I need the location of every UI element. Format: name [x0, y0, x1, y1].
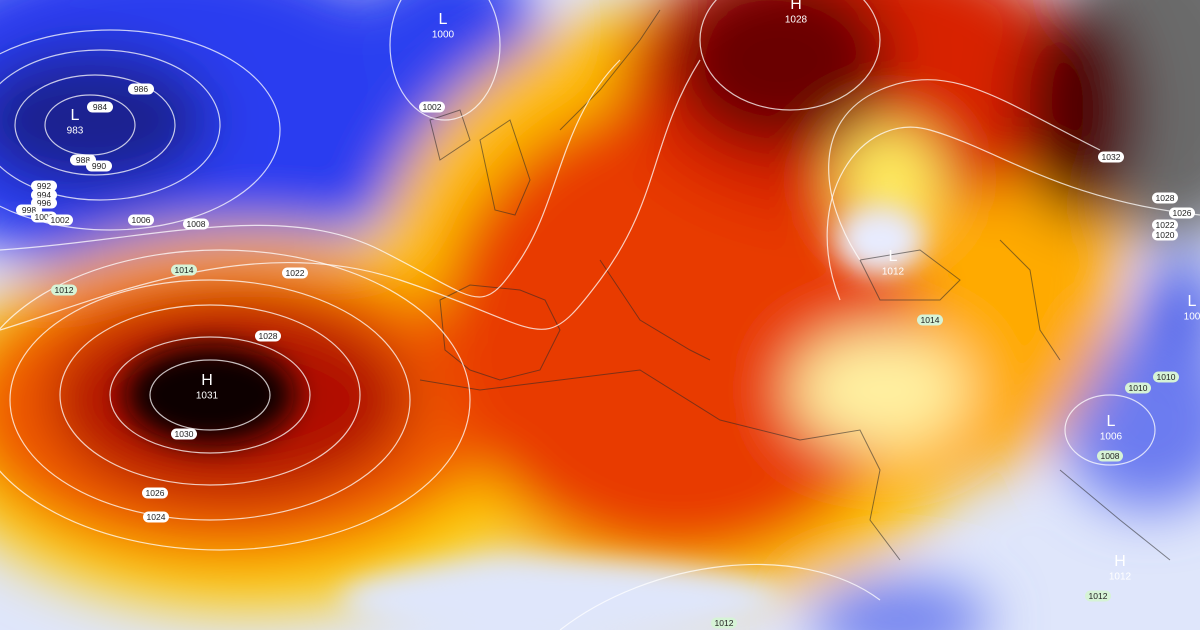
label-pill [128, 83, 154, 95]
isobar-label: 986 [134, 84, 148, 94]
pressure-symbol: H [201, 372, 213, 389]
label-pill [51, 284, 77, 296]
isobar-label: 1020 [1156, 230, 1175, 240]
pressure-symbol: H [790, 0, 802, 13]
isobar-label: 1012 [55, 285, 74, 295]
isobar-label: 1032 [1102, 152, 1121, 162]
pressure-value: 1006 [1100, 432, 1123, 443]
isobar-label: 1000 [35, 212, 54, 222]
pressure-symbol: L [1107, 413, 1116, 430]
isobar-label: 1002 [423, 102, 442, 112]
label-pill [128, 214, 154, 226]
isobar-label: 1002 [51, 215, 70, 225]
label-pill [711, 617, 737, 629]
label-pill [142, 487, 168, 499]
label-pill [1153, 371, 1179, 383]
isobar-label: 996 [37, 198, 51, 208]
label-pill [1152, 192, 1178, 204]
pressure-value: 1012 [882, 267, 905, 278]
isobar-label: 984 [93, 102, 107, 112]
isobar-label: 992 [37, 181, 51, 191]
isobar-label: 1008 [1101, 451, 1120, 461]
label-pill [87, 101, 113, 113]
isobar-label: 1026 [146, 488, 165, 498]
isobar-label: 1014 [921, 315, 940, 325]
pressure-value: 1000 [432, 30, 455, 41]
label-pill [1098, 151, 1124, 163]
pressure-symbol: L [889, 248, 898, 265]
pressure-symbol: H [1114, 553, 1126, 570]
isobar-label: 1028 [1156, 193, 1175, 203]
isobar-label: 1014 [175, 265, 194, 275]
isobar-label: 1030 [175, 429, 194, 439]
label-pill [171, 428, 197, 440]
pressure-symbol: L [71, 107, 80, 124]
label-pill [47, 214, 73, 226]
isobar-label: 1012 [715, 618, 734, 628]
label-pill [1152, 219, 1178, 231]
label-pill [86, 160, 112, 172]
label-pill [31, 180, 57, 192]
pressure-symbol: L [1188, 293, 1197, 310]
label-pill [1097, 450, 1123, 462]
label-pill [171, 264, 197, 276]
label-pill [183, 218, 209, 230]
isobar-label: 1024 [147, 512, 166, 522]
label-pill [255, 330, 281, 342]
pressure-symbol: L [439, 11, 448, 28]
isobar-label: 1008 [187, 219, 206, 229]
isobar-label: 1010 [1157, 372, 1176, 382]
isobar-label: 988 [76, 155, 90, 165]
isobar-label: 1012 [1089, 591, 1108, 601]
pressure-labels: L 983 L 1000 H 1028 H 1031 L 1006 H 1012 L 100 L 1012 98… [16, 0, 1200, 629]
label-pill [1169, 207, 1195, 219]
isobar-label: 998 [22, 205, 36, 215]
isobar-label: 1010 [1129, 383, 1148, 393]
isobar-label: 1006 [132, 215, 151, 225]
isobar-label: 1028 [259, 331, 278, 341]
label-pill [282, 267, 308, 279]
pressure-value: 100 [1184, 312, 1200, 323]
label-pill [917, 314, 943, 326]
label-pill [1152, 229, 1178, 241]
isobar-label: 990 [92, 161, 106, 171]
label-pill [1125, 382, 1151, 394]
isobar-label: 994 [37, 190, 51, 200]
isobar-label: 1026 [1173, 208, 1192, 218]
pressure-value: 1012 [1109, 572, 1132, 583]
coastlines [419, 9, 1171, 561]
isobar-label: 1022 [1156, 220, 1175, 230]
pressure-value: 1028 [785, 15, 808, 26]
label-pill [1085, 590, 1111, 602]
label-pill [419, 101, 445, 113]
pressure-value: 983 [67, 126, 84, 137]
isobar-label: 1022 [286, 268, 305, 278]
pressure-value: 1031 [196, 391, 219, 402]
label-pill [143, 511, 169, 523]
